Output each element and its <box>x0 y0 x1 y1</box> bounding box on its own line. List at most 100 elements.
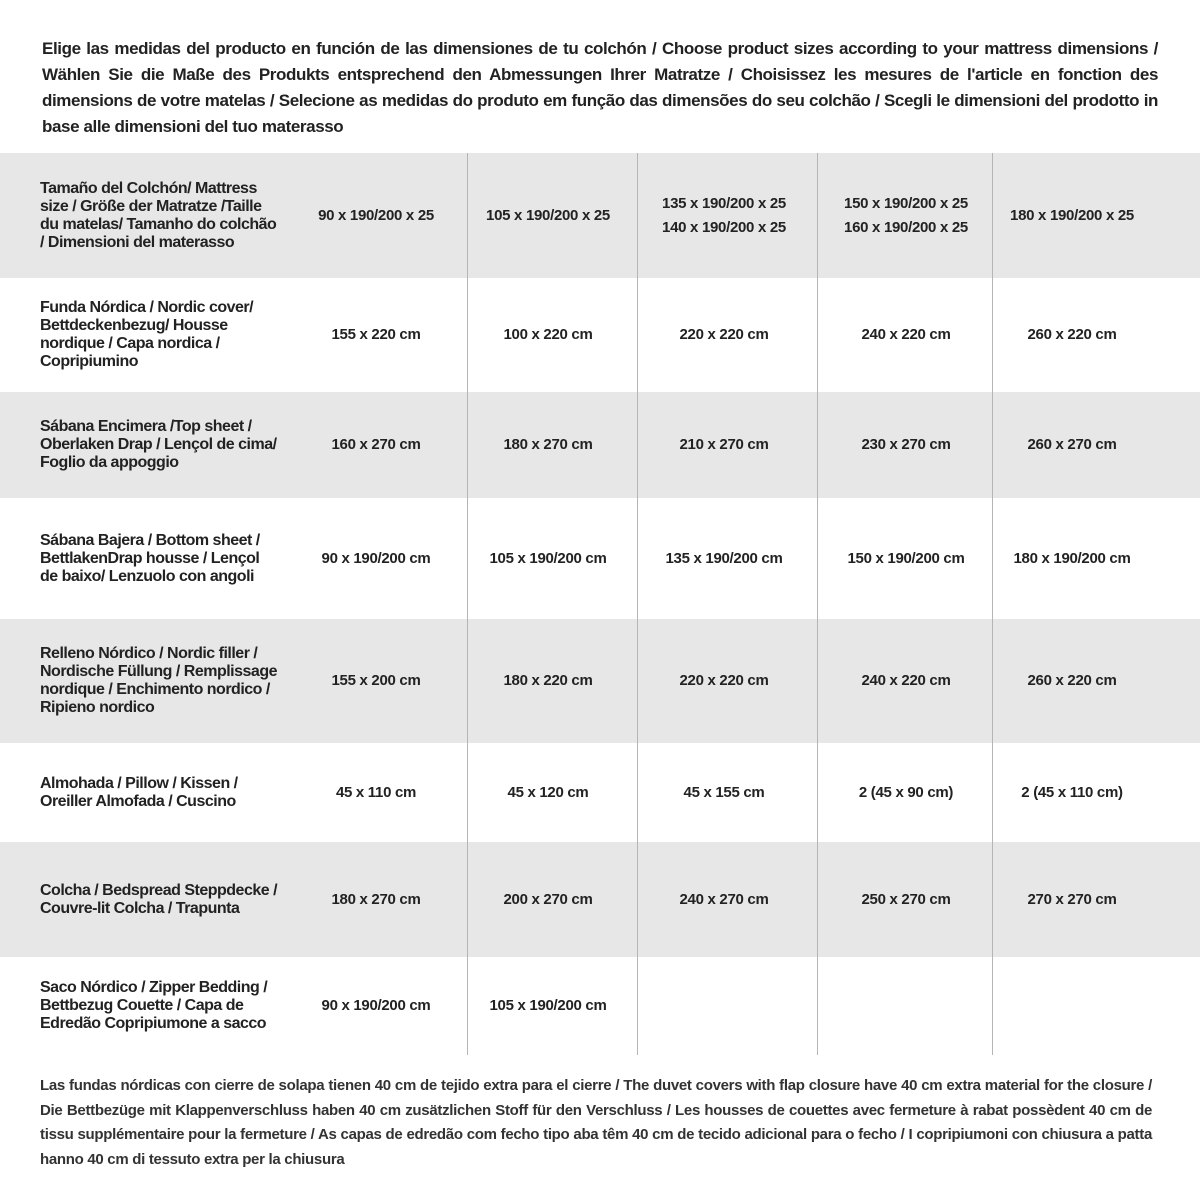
size-cell: 135 x 190/200 x 25 140 x 190/200 x 25 <box>662 192 786 240</box>
cell-line: 270 x 270 cm <box>1027 890 1117 908</box>
cell-line: 260 x 220 cm <box>1027 326 1117 343</box>
cell-line: 90 x 190/200 x 25 <box>318 206 434 224</box>
footer-note: Las fundas nórdicas con cierre de solapa… <box>40 1077 1152 1168</box>
cell-line: 105 x 190/200 cm <box>489 549 607 567</box>
size-cell: 260 x 220 cm <box>1028 323 1117 347</box>
cell-line: 2 (45 x 90 cm) <box>858 783 954 801</box>
column-separator <box>467 153 468 1055</box>
cell-line: 200 x 270 cm <box>503 890 593 908</box>
size-cell: 200 x 270 cm <box>504 888 593 912</box>
size-cell: 90 x 190/200 cm <box>322 994 431 1018</box>
size-cell: 105 x 190/200 x 25 <box>486 204 610 228</box>
row-label: Almohada / Pillow / Kissen / Oreiller Al… <box>40 774 238 810</box>
table-row: Colcha / Bedspread Steppdecke / Couvre-l… <box>0 842 1200 957</box>
cell-line: 240 x 220 cm <box>861 672 951 689</box>
cell-line: 105 x 190/200 x 25 <box>486 206 610 224</box>
cell-line: 45 x 155 cm <box>683 783 765 801</box>
size-cell: 90 x 190/200 cm <box>322 547 431 571</box>
size-cell: 270 x 270 cm <box>1028 888 1117 912</box>
table-row: Funda Nórdica / Nordic cover/ Bettdecken… <box>0 278 1200 392</box>
size-cell: 90 x 190/200 x 25 <box>318 204 434 228</box>
row-label: Funda Nórdica / Nordic cover/ Bettdecken… <box>40 299 254 370</box>
cell-line: 210 x 270 cm <box>679 436 769 453</box>
size-cell: 105 x 190/200 cm <box>490 547 607 571</box>
cell-line: 150 x 190/200 cm <box>847 549 965 567</box>
cell-line: 160 x 190/200 x 25 <box>844 218 968 236</box>
cell-line: 100 x 220 cm <box>503 326 593 343</box>
cell-line: 220 x 220 cm <box>679 672 769 689</box>
table-row: Almohada / Pillow / Kissen / Oreiller Al… <box>0 743 1200 842</box>
size-cell: 2 (45 x 110 cm) <box>1021 781 1123 805</box>
row-label: Sábana Bajera / Bottom sheet / Bettlaken… <box>40 531 260 585</box>
cell-line: 240 x 220 cm <box>861 326 951 343</box>
table-row: Sábana Encimera /Top sheet / Oberlaken D… <box>0 392 1200 498</box>
size-cell: 260 x 270 cm <box>1028 433 1117 457</box>
table-row: Saco Nórdico / Zipper Bedding / Bettbezu… <box>0 957 1200 1055</box>
cell-line: 90 x 190/200 cm <box>321 997 431 1014</box>
size-cell: 250 x 270 cm <box>862 888 951 912</box>
cell-line: 260 x 270 cm <box>1027 436 1117 453</box>
cell-line: 45 x 120 cm <box>507 783 589 801</box>
cell-line: 45 x 110 cm <box>335 783 417 801</box>
cell-line: 90 x 190/200 cm <box>321 549 431 567</box>
row-label: Tamaño del Colchón/ Mattress size / Größ… <box>40 179 277 251</box>
cell-line: 180 x 220 cm <box>503 672 593 689</box>
table-row: Tamaño del Colchón/ Mattress size / Größ… <box>0 153 1200 278</box>
size-cell: 180 x 270 cm <box>332 888 421 912</box>
cell-line: 180 x 270 cm <box>331 890 421 908</box>
size-cell: 150 x 190/200 cm <box>848 547 965 571</box>
size-cell: 180 x 270 cm <box>504 433 593 457</box>
cell-line: 155 x 200 cm <box>331 672 421 689</box>
cell-line: 180 x 190/200 cm <box>1013 549 1131 567</box>
size-cell: 100 x 220 cm <box>504 323 593 347</box>
size-cell: 260 x 220 cm <box>1028 669 1117 693</box>
row-label: Relleno Nórdico / Nordic filler / Nordis… <box>40 645 278 716</box>
size-cell: 45 x 155 cm <box>684 781 765 805</box>
cell-line: 220 x 220 cm <box>679 326 769 343</box>
size-cell: 240 x 220 cm <box>862 323 951 347</box>
cell-line: 260 x 220 cm <box>1027 672 1117 689</box>
intro-text: Elige las medidas del producto en funció… <box>42 39 1158 136</box>
cell-line: 250 x 270 cm <box>861 890 951 908</box>
size-cell: 150 x 190/200 x 25 160 x 190/200 x 25 <box>844 192 968 240</box>
size-cell: 135 x 190/200 cm <box>666 547 783 571</box>
cell-line: 180 x 190/200 x 25 <box>1010 206 1134 224</box>
size-cell: 210 x 270 cm <box>680 433 769 457</box>
cell-line: 180 x 270 cm <box>503 436 593 453</box>
column-separator <box>637 153 638 1055</box>
cell-line: 155 x 220 cm <box>331 326 421 343</box>
table-row: Relleno Nórdico / Nordic filler / Nordis… <box>0 619 1200 743</box>
cell-line: 135 x 190/200 x 25 <box>662 194 786 212</box>
size-cell: 220 x 220 cm <box>680 669 769 693</box>
cell-line: 150 x 190/200 x 25 <box>844 194 968 212</box>
size-cell: 180 x 190/200 x 25 <box>1010 204 1134 228</box>
size-cell: 180 x 190/200 cm <box>1014 547 1131 571</box>
size-table: Tamaño del Colchón/ Mattress size / Größ… <box>0 153 1200 1055</box>
size-cell: 240 x 270 cm <box>680 888 769 912</box>
size-cell: 160 x 270 cm <box>332 433 421 457</box>
size-cell: 240 x 220 cm <box>862 669 951 693</box>
cell-line: 240 x 270 cm <box>679 890 769 908</box>
cell-line: 105 x 190/200 cm <box>489 997 607 1014</box>
cell-line: 135 x 190/200 cm <box>665 549 783 567</box>
cell-line: 2 (45 x 110 cm) <box>1021 783 1123 801</box>
size-cell: 45 x 110 cm <box>336 781 416 805</box>
row-label: Sábana Encimera /Top sheet / Oberlaken D… <box>40 418 277 471</box>
size-cell: 155 x 220 cm <box>332 323 421 347</box>
size-cell: 220 x 220 cm <box>680 323 769 347</box>
size-cell: 2 (45 x 90 cm) <box>858 781 954 805</box>
row-label: Saco Nórdico / Zipper Bedding / Bettbezu… <box>40 979 268 1032</box>
size-cell: 45 x 120 cm <box>508 781 589 805</box>
cell-line: 140 x 190/200 x 25 <box>662 218 786 236</box>
cell-line: 230 x 270 cm <box>861 436 951 453</box>
table-row: Sábana Bajera / Bottom sheet / Bettlaken… <box>0 498 1200 619</box>
size-cell: 230 x 270 cm <box>862 433 951 457</box>
size-cell: 155 x 200 cm <box>332 669 421 693</box>
row-label: Colcha / Bedspread Steppdecke / Couvre-l… <box>40 881 278 917</box>
size-cell: 180 x 220 cm <box>504 669 593 693</box>
size-cell: 105 x 190/200 cm <box>490 994 607 1018</box>
column-separator <box>817 153 818 1055</box>
column-separator <box>992 153 993 1055</box>
cell-line: 160 x 270 cm <box>331 436 421 453</box>
